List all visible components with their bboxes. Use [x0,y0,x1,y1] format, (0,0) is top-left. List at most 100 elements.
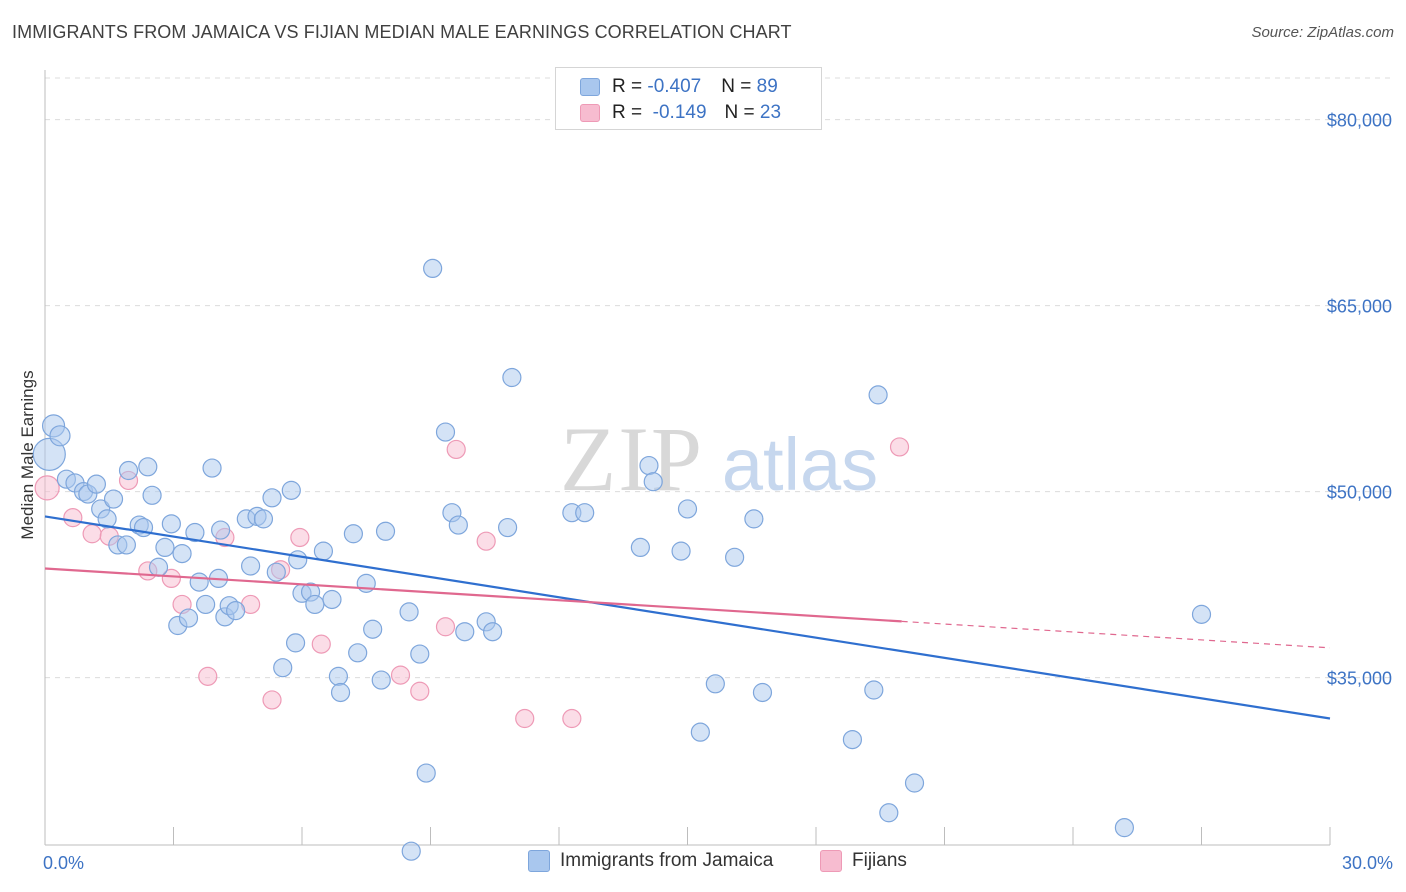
jamaica-point [86,474,107,494]
watermark-atlas: atlas [722,423,878,506]
jamaica-point [348,643,368,663]
fijian-point [34,475,60,501]
jamaica-point [904,773,925,793]
jamaica-point [328,666,349,686]
jamaica-point [448,515,468,535]
jamaica-point [498,517,518,538]
jamaica-point [49,425,71,447]
jamaica-point [435,422,456,442]
jamaica-point [416,763,436,783]
jamaica-point [322,589,342,610]
fijian-point [311,634,331,654]
jamaica-point [155,537,175,558]
source-credit: Source: ZipAtlas.com [1251,24,1394,41]
watermark: ZIP atlas [560,408,878,510]
jamaica-point [273,658,293,678]
jamaica-point [103,489,124,509]
fijian-point [889,437,910,457]
jamaica-point [189,572,209,592]
legend-item-jamaica: Immigrants from Jamaica [528,850,773,872]
fijian-point [63,508,83,528]
y-tick-label: $50,000 [1327,483,1392,503]
jamaica-point [483,622,503,642]
jamaica-point [118,460,139,481]
jamaica-point [281,480,301,500]
jamaica-point [399,602,419,622]
jamaica-point [172,543,192,564]
fijian-point [390,665,411,685]
jamaica-point [142,485,162,505]
jamaica-point [575,503,595,523]
y-tick-label: $65,000 [1327,297,1392,317]
jamaica-point [241,556,261,576]
jamaica-point [752,682,773,703]
legend-r-label: R = [612,76,648,97]
legend-n-label: N = [721,76,757,97]
legend-swatch-jamaica [528,850,550,872]
legend-row-jamaica: R = -0.407 N = 89 [580,75,778,99]
jamaica-point [643,472,663,492]
jamaica-point [868,385,888,405]
legend-swatch-fijians [820,850,842,872]
jamaica-point [1114,818,1135,838]
jamaica-point [423,258,443,278]
jamaica-point [313,541,334,561]
jamaica-point [288,550,308,570]
legend-label-fijians: Fijians [852,850,907,871]
jamaica-point [266,562,286,582]
jamaica-point [196,594,216,615]
fijian-point [161,568,181,589]
jamaica-point [178,608,199,628]
legend-r-value: -0.149 [647,102,707,123]
legend-r-label: R = [612,102,648,123]
jamaica-point [253,509,274,529]
jamaica-point [705,674,725,694]
series-legend: Immigrants from Jamaica Fijians [0,850,1406,878]
watermark-zip: ZIP [560,408,704,510]
x-tick-label: 0.0% [43,853,84,873]
jamaica-point [725,547,745,567]
y-axis-label: Median Male Earnings [18,370,37,539]
fijian-trend-extension [901,620,1331,649]
jamaica-points [32,258,1212,861]
legend-n-label: N = [724,102,760,123]
jamaica-point [330,682,351,703]
jamaica-point [363,619,383,639]
legend-row-fijians: R = -0.149 N = 23 [580,101,781,125]
legend-label-jamaica: Immigrants from Jamaica [560,850,774,871]
jamaica-point [211,520,231,540]
jamaica-point [116,535,136,555]
grid-lines [45,77,1392,679]
jamaica-point [864,680,884,700]
jamaica-point [1191,604,1212,624]
jamaica-point [202,458,222,478]
fijian-point [476,531,496,551]
chart-title: IMMIGRANTS FROM JAMAICA VS FIJIAN MEDIAN… [12,22,792,42]
jamaica-point [879,803,899,823]
fijian-point [562,708,582,729]
jamaica-point [138,457,158,477]
jamaica-point [410,644,430,664]
legend-swatch-fijians [580,104,600,122]
jamaica-point [375,521,396,541]
jamaica-point [305,594,325,615]
jamaica-point [690,722,710,742]
legend-n-value: 23 [759,102,782,123]
jamaica-point [226,601,246,621]
jamaica-point [630,537,650,558]
jamaica-point [401,841,421,861]
fijian-point [515,708,535,729]
jamaica-point [842,729,863,750]
legend-swatch-jamaica [580,78,600,96]
jamaica-point [32,437,66,471]
jamaica-point [677,499,698,519]
fijian-point [290,527,310,548]
jamaica-point [744,509,764,529]
x-tick-label: 30.0% [1342,853,1393,873]
jamaica-point [148,557,169,577]
jamaica-point [671,541,691,561]
stats-legend: R = -0.407 N = 89 R = -0.149 N = 23 [555,67,822,130]
jamaica-point [371,670,391,690]
fijian-point [410,681,430,701]
